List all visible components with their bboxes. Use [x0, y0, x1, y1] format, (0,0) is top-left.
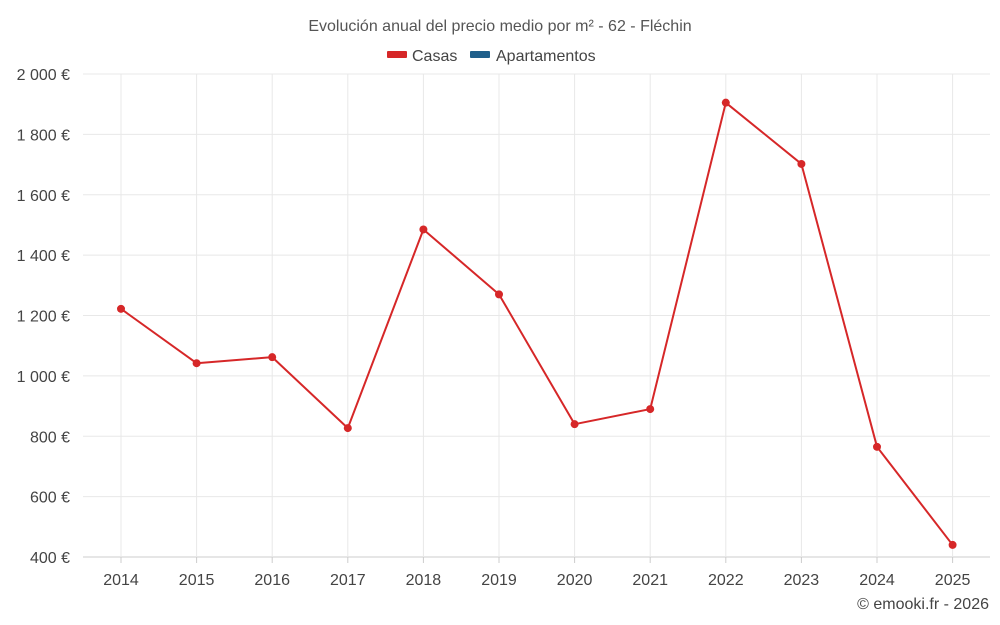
x-tick-label: 2018 — [406, 572, 442, 589]
x-tick-label: 2019 — [481, 572, 517, 589]
x-tick-label: 2020 — [557, 572, 593, 589]
data-point-casas-2025[interactable] — [948, 540, 957, 549]
data-point-casas-2023[interactable] — [797, 159, 806, 168]
data-point-casas-2019[interactable] — [495, 290, 503, 299]
legend-swatch-casas — [387, 51, 407, 58]
x-tick-label: 2024 — [859, 572, 895, 589]
legend-item-apartamentos[interactable]: Apartamentos — [470, 48, 596, 65]
legend-swatch-apartamentos — [470, 51, 490, 58]
x-tick-label: 2023 — [784, 572, 820, 589]
x-tick-label: 2015 — [179, 572, 215, 589]
y-tick-label: 600 € — [30, 490, 70, 507]
legend-item-casas[interactable]: Casas — [387, 48, 457, 65]
y-tick-label: 1 200 € — [17, 309, 70, 326]
data-point-casas-2018[interactable] — [419, 225, 428, 234]
grid — [83, 73, 990, 558]
y-tick-label: 1 000 € — [17, 369, 70, 386]
data-point-casas-2021[interactable] — [646, 405, 655, 414]
data-point-casas-2020[interactable] — [570, 420, 579, 429]
chart-title: Evolución anual del precio medio por m² … — [308, 18, 691, 35]
legend-label-casas[interactable]: Casas — [412, 48, 457, 65]
credit-text[interactable]: © emooki.fr - 2026 — [857, 596, 989, 613]
legend-label-apartamentos[interactable]: Apartamentos — [496, 48, 596, 65]
y-tick-label: 400 € — [30, 550, 70, 567]
axes: 400 € 600 € 800 € 1 000 € 1 200 € 1 400 € 1 60… — [17, 67, 971, 589]
x-tick-label: 2016 — [254, 572, 290, 589]
x-tick-label: 2022 — [708, 572, 744, 589]
y-tick-label: 1 600 € — [17, 188, 70, 205]
legend[interactable]: Casas Apartamentos — [387, 48, 596, 65]
series-layer — [117, 98, 957, 549]
x-tick-label: 2014 — [103, 572, 139, 589]
x-tick-label: 2025 — [935, 572, 971, 589]
y-tick-label: 800 € — [30, 429, 70, 446]
data-point-casas-2024[interactable] — [873, 442, 881, 451]
data-point-casas-2015[interactable] — [192, 359, 201, 368]
data-point-casas-2017[interactable] — [343, 424, 352, 433]
x-tick-label: 2017 — [330, 572, 366, 589]
series-line-casas — [120, 101, 954, 546]
y-tick-label: 1 400 € — [17, 248, 70, 265]
y-tick-label: 2 000 € — [17, 67, 70, 84]
x-tick-label: 2021 — [632, 572, 668, 589]
y-tick-label: 1 800 € — [17, 127, 70, 144]
data-point-casas-2022[interactable] — [721, 98, 730, 107]
data-point-casas-2016[interactable] — [268, 353, 277, 362]
data-point-casas-2014[interactable] — [117, 304, 125, 313]
